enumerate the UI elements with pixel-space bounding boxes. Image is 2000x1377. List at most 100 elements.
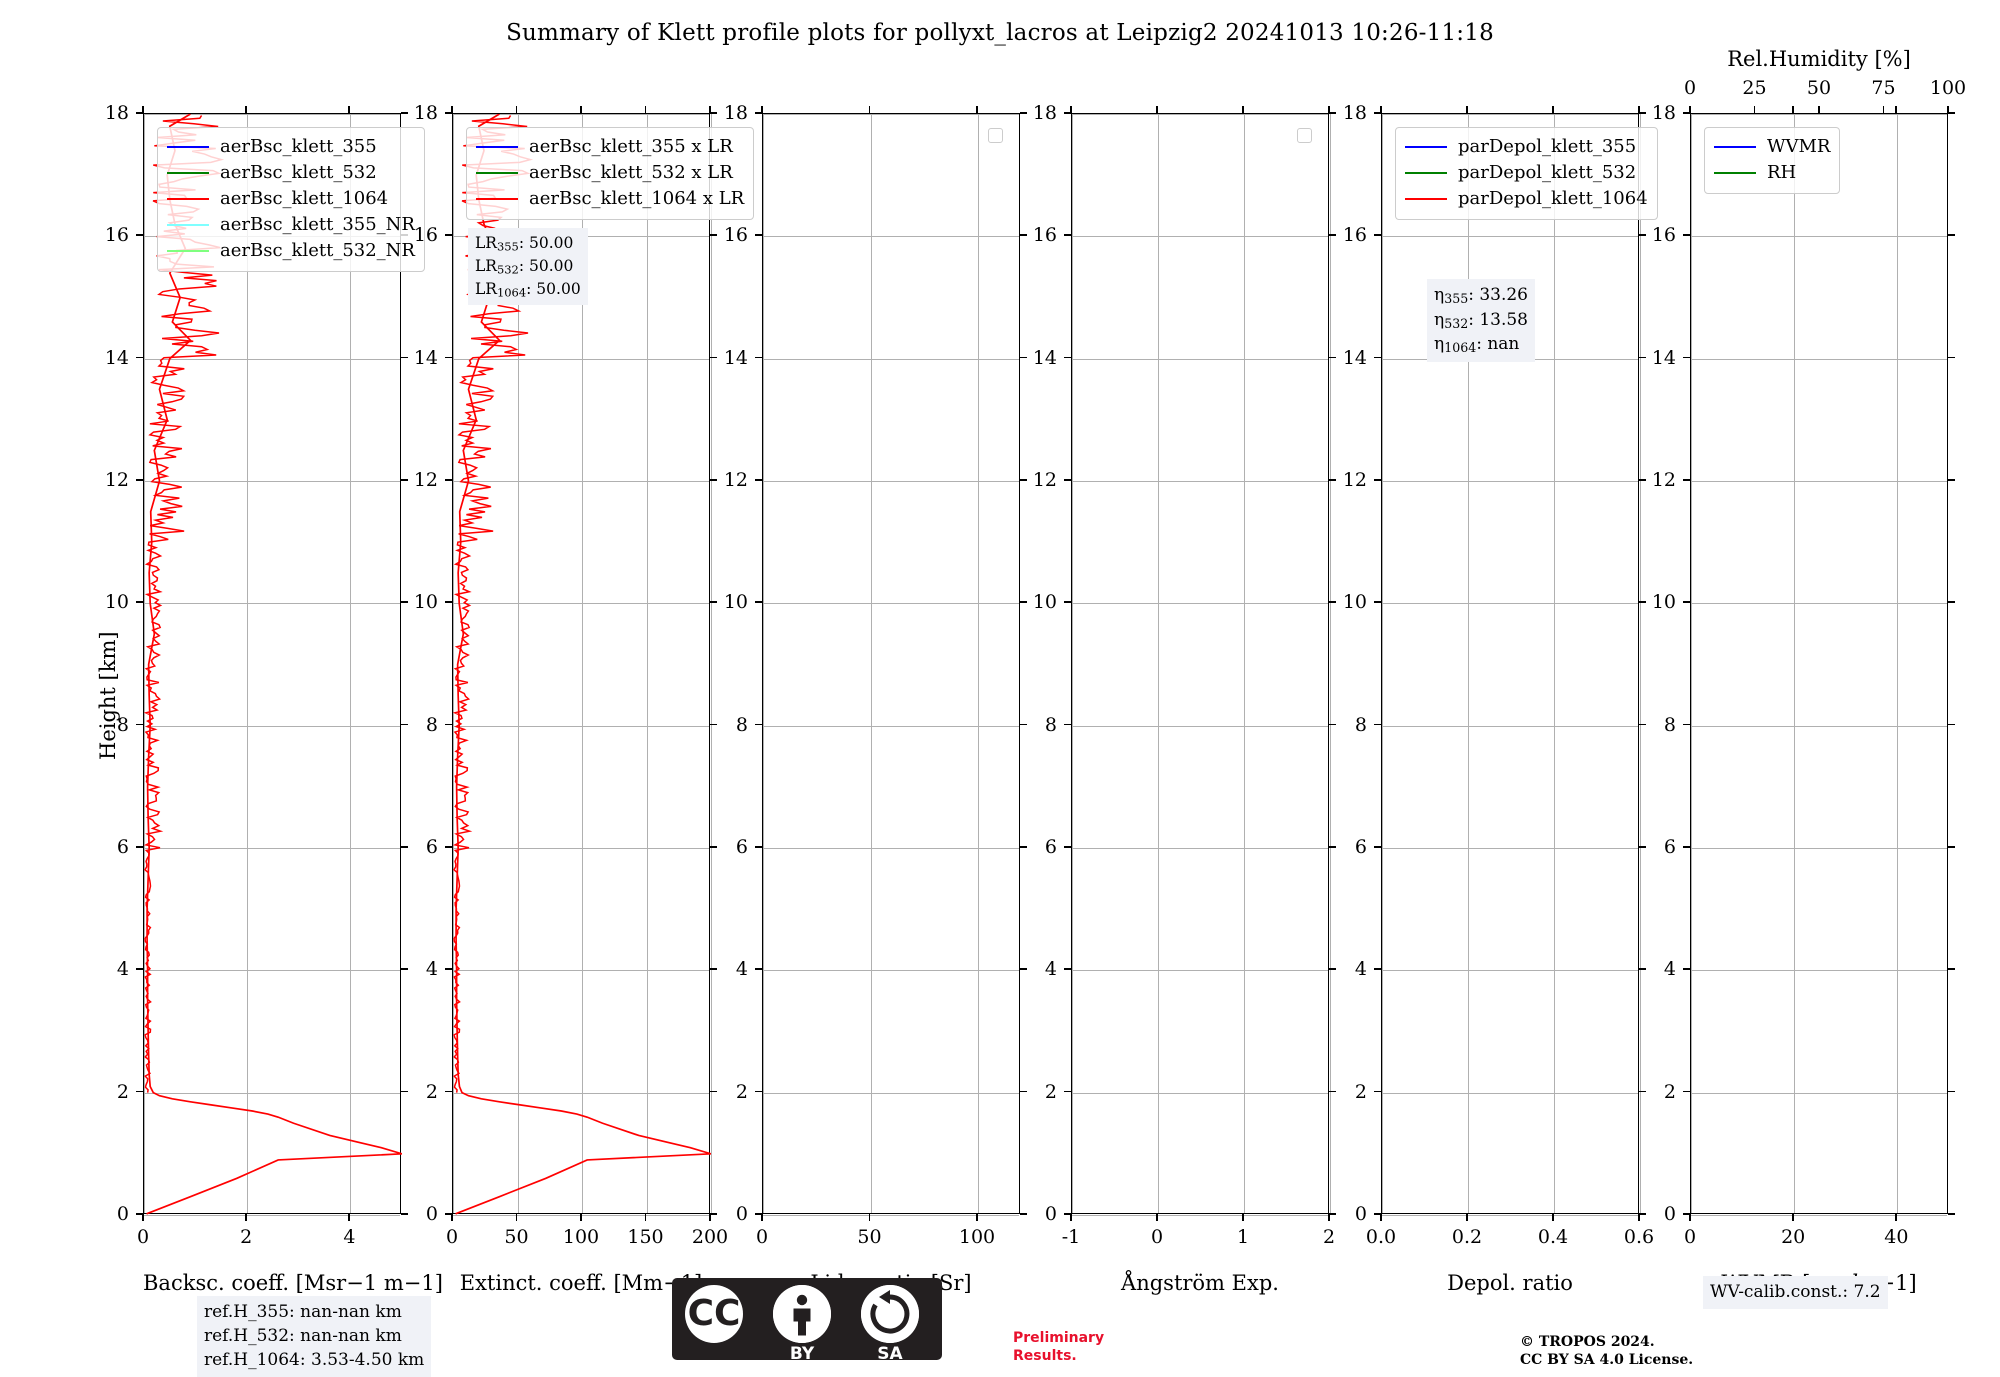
x-tick-mark <box>580 1214 582 1221</box>
x-tick-mark <box>451 1214 453 1221</box>
y-tick-mark <box>401 968 408 970</box>
y-tick-mark <box>710 968 717 970</box>
y-tick-label: 8 <box>116 713 129 736</box>
y-tick-mark <box>1064 846 1071 848</box>
y-tick-label: 16 <box>104 224 129 247</box>
ref-h-355: ref.H_355: nan-nan km <box>204 1302 402 1322</box>
y-tick-mark <box>710 234 717 236</box>
annotation-subscript: 1064 <box>1444 340 1477 356</box>
gridline-horizontal <box>763 848 1019 849</box>
gridline-horizontal <box>1072 725 1328 727</box>
x-tick-mark-top <box>761 106 763 113</box>
y-tick-mark <box>136 968 143 970</box>
x-tick-label: 0 <box>755 1226 769 1248</box>
legend-item-label: aerBsc_klett_1064 <box>220 187 389 209</box>
by-person-icon <box>773 1285 831 1343</box>
legend-item[interactable]: aerBsc_klett_355 x LR <box>476 134 744 160</box>
x-tick-mark <box>868 1214 871 1221</box>
x-tick-mark-top <box>1895 106 1897 113</box>
x-tick-label: 200 <box>691 1226 729 1248</box>
y-axis-label: Height [km] <box>96 631 120 760</box>
x-tick-mark-top <box>515 106 518 113</box>
y-tick-label: 8 <box>425 713 438 736</box>
legend-item[interactable]: aerBsc_klett_355 <box>167 134 415 160</box>
x-tick-mark <box>515 1214 518 1221</box>
y-tick-label: 2 <box>116 1080 129 1103</box>
legend-item[interactable]: aerBsc_klett_1064 <box>167 186 415 212</box>
gridline-horizontal <box>144 1215 400 1216</box>
legend-item[interactable]: parDepol_klett_532 <box>1405 160 1648 186</box>
y-tick-mark <box>401 112 408 114</box>
gridline-horizontal <box>1691 848 1947 849</box>
y-tick-mark <box>136 1090 143 1093</box>
y-tick-label: 10 <box>723 591 748 614</box>
top-x-tick-mark <box>1689 106 1691 113</box>
gridline-horizontal <box>1382 603 1638 605</box>
legend-item[interactable]: RH <box>1714 160 1830 186</box>
x-tick-mark <box>1466 1214 1468 1221</box>
y-tick-mark <box>1329 234 1336 236</box>
y-tick-mark <box>1020 1213 1027 1215</box>
y-tick-label: 4 <box>1044 958 1057 981</box>
data-trace-layer <box>1072 114 1330 1215</box>
annotation-subscript: 1064 <box>496 285 527 300</box>
legend-color-swatch <box>1405 172 1447 174</box>
legend-item[interactable]: aerBsc_klett_532_NR <box>167 238 415 264</box>
x-axis-label-depol-ratio: Depol. ratio <box>1447 1271 1573 1295</box>
legend-item[interactable]: aerBsc_klett_532 <box>167 160 415 186</box>
legend-item[interactable]: aerBsc_klett_532 x LR <box>476 160 744 186</box>
y-tick-mark <box>755 723 762 726</box>
y-tick-mark <box>401 356 408 359</box>
y-tick-mark <box>1683 846 1690 848</box>
legend-backscatter: aerBsc_klett_355 aerBsc_klett_532 aerBsc_k… <box>157 127 425 272</box>
gridline-vertical <box>517 114 519 1213</box>
y-tick-label: 2 <box>1663 1080 1676 1103</box>
y-tick-mark <box>710 479 717 481</box>
y-tick-mark <box>1329 1090 1336 1093</box>
top-x-tick-label: 0 <box>1683 77 1697 99</box>
annotation-value: : 50.00 <box>526 279 581 298</box>
gridline-horizontal <box>1691 725 1947 727</box>
y-tick-label: 6 <box>116 836 129 858</box>
x-tick-mark-top <box>1380 106 1382 113</box>
x-tick-mark <box>245 1214 247 1221</box>
annotation-line: η355: 33.26 <box>1434 283 1528 308</box>
y-tick-mark <box>710 356 717 359</box>
y-tick-mark <box>445 356 452 359</box>
gridline-horizontal <box>1691 1215 1947 1216</box>
legend-item[interactable]: WVMR <box>1714 134 1830 160</box>
x-tick-mark <box>644 1214 647 1221</box>
gridline-vertical <box>1794 114 1796 1213</box>
legend-item[interactable]: parDepol_klett_355 <box>1405 134 1648 160</box>
gridline-vertical <box>1382 114 1383 1213</box>
legend-item-label: RH <box>1767 161 1797 183</box>
y-tick-mark <box>1064 968 1071 970</box>
legend-item[interactable]: parDepol_klett_1064 <box>1405 186 1648 212</box>
x-tick-label: 2 <box>1322 1226 1336 1248</box>
x-tick-mark-top <box>976 106 978 113</box>
y-tick-mark <box>445 234 452 236</box>
legend-item-label: WVMR <box>1767 135 1831 157</box>
plot-panel-wvmr-rh <box>1690 113 1948 1216</box>
legend-color-swatch <box>167 224 209 226</box>
gridline-horizontal <box>144 114 400 115</box>
y-tick-mark <box>1683 601 1690 603</box>
y-tick-mark <box>755 234 762 236</box>
y-tick-label: 0 <box>1044 1203 1057 1225</box>
x-tick-mark-top <box>868 106 871 113</box>
gridline-horizontal <box>763 114 1019 115</box>
legend-item-label: aerBsc_klett_532_NR <box>220 239 415 261</box>
annotation-value: : 50.00 <box>518 256 574 275</box>
legend-item[interactable]: aerBsc_klett_1064 x LR <box>476 186 744 212</box>
gridline-vertical <box>453 114 454 1213</box>
legend-item[interactable]: aerBsc_klett_355_NR <box>167 212 415 238</box>
annotation-subscript: 355 <box>1444 290 1469 306</box>
y-tick-label: 6 <box>1044 836 1057 858</box>
y-tick-label: 4 <box>1354 958 1367 981</box>
y-tick-mark <box>1064 112 1071 114</box>
y-tick-mark <box>1064 479 1071 481</box>
legend-depol-ratio: parDepol_klett_355 parDepol_klett_532 parD… <box>1395 127 1658 220</box>
y-tick-label: 6 <box>1663 836 1676 858</box>
gridline-horizontal <box>144 848 400 849</box>
y-tick-label: 10 <box>1651 591 1676 614</box>
